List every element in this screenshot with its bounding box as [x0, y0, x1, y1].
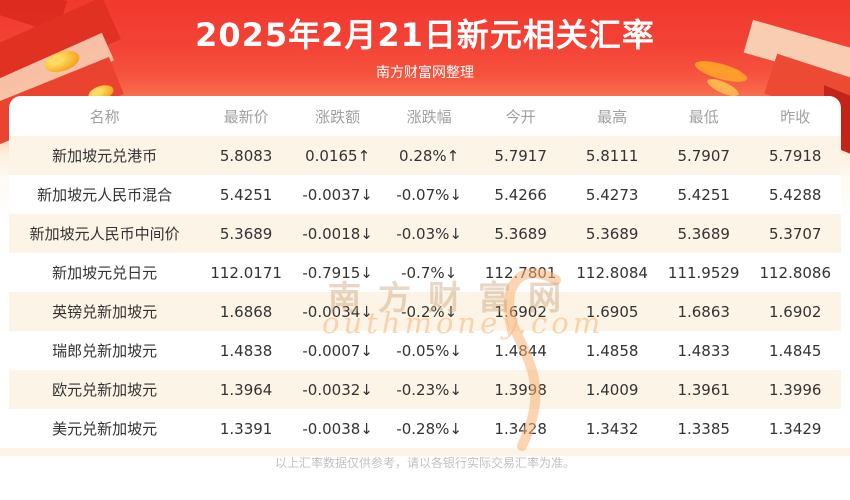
currency-pair-name: 欧元兑新加坡元 — [9, 370, 201, 409]
change-percent: -0.23%↓ — [383, 370, 475, 409]
bottom-stripe-divider — [0, 448, 850, 456]
low-price: 5.4251 — [677, 185, 730, 204]
change-amount: -0.0007↓ — [302, 341, 373, 360]
column-header-6: 最低 — [688, 107, 719, 126]
currency-pair-name: 新加坡元兑日元 — [52, 264, 158, 282]
table-row: 新加坡元人民币中间价 5.3689 -0.0018↓ -0.03%↓ 5.3689 5.3… — [9, 214, 841, 253]
page-title: 2025年2月21日新元相关汇率 — [195, 16, 655, 54]
column-header-2: 涨跌额 — [315, 107, 361, 126]
change-percent: -0.28%↓ — [396, 419, 462, 438]
change-percent: -0.07%↓ — [396, 185, 462, 204]
column-header-0: 名称 — [89, 107, 120, 126]
open-price: 5.3689 — [474, 214, 567, 253]
change-amount: -0.0034↓ — [291, 292, 384, 331]
change-percent: -0.05%↓ — [396, 341, 462, 360]
change-percent: -0.2%↓ — [383, 292, 475, 331]
change-amount: 0.0165↑ — [291, 136, 384, 175]
open-price: 112.7801 — [484, 263, 557, 282]
prev-close: 5.4288 — [768, 185, 822, 204]
open-price: 1.4844 — [494, 341, 547, 360]
page-subtitle: 南方财富网整理 — [376, 65, 474, 81]
low-price: 5.3689 — [657, 214, 750, 253]
high-price: 1.6905 — [566, 292, 658, 331]
change-amount: -0.0037↓ — [302, 185, 373, 204]
currency-pair-name: 美元兑新加坡元 — [52, 420, 158, 438]
last-price: 112.0171 — [210, 263, 282, 282]
last-price: 1.4838 — [219, 341, 273, 360]
table-row: 美元兑新加坡元 1.3391 -0.0038↓ -0.28%↓ 1.3428 1.3432… — [9, 409, 841, 448]
table-row: 新加坡元兑日元 112.0171 -0.7915↓ -0.7%↓ 112.7801 112… — [9, 253, 841, 292]
table-row: 英镑兑新加坡元 1.6868 -0.0034↓ -0.2%↓ 1.6902 1.6905 1… — [9, 292, 841, 331]
change-percent: 0.28%↑ — [383, 136, 475, 175]
open-price: 1.3998 — [474, 370, 567, 409]
column-header-4: 今开 — [505, 107, 536, 126]
low-price: 1.3961 — [657, 370, 750, 409]
disclaimer-text: 以上汇率数据仅供参考，请以各银行实际交易汇率为准。 — [274, 456, 575, 470]
change-amount: -0.0038↓ — [302, 419, 373, 438]
low-price: 5.7907 — [657, 136, 750, 175]
high-price: 5.8111 — [566, 136, 658, 175]
change-amount: -0.0018↓ — [291, 214, 384, 253]
low-price: 1.4833 — [677, 341, 730, 360]
change-percent: -0.7%↓ — [401, 263, 458, 282]
prev-close: 5.7918 — [749, 136, 841, 175]
currency-pair-name: 新加坡元人民币混合 — [37, 186, 173, 204]
high-price: 1.3432 — [585, 419, 639, 438]
currency-pair-name: 新加坡元人民币中间价 — [9, 214, 201, 253]
open-price: 1.6902 — [474, 292, 567, 331]
rates-table: 名称 最新价 涨跌额 涨跌幅 今开 最高 最低 昨收 新加坡元兑港币 5.8083 0.0165↑… — [9, 96, 841, 448]
open-price: 5.4266 — [494, 185, 547, 204]
prev-close: 1.3996 — [749, 370, 841, 409]
change-amount: -0.7915↓ — [302, 263, 373, 282]
low-price: 1.6863 — [657, 292, 750, 331]
column-header-5: 最高 — [597, 107, 628, 126]
open-price: 1.3428 — [494, 419, 547, 438]
prev-close: 1.4845 — [768, 341, 822, 360]
currency-pair-name: 英镑兑新加坡元 — [9, 292, 201, 331]
prev-close: 1.3429 — [768, 419, 822, 438]
high-price: 1.4009 — [566, 370, 658, 409]
prev-close: 5.3707 — [749, 214, 841, 253]
column-header-7: 昨收 — [780, 107, 811, 126]
last-price: 5.8083 — [200, 136, 292, 175]
last-price: 1.6868 — [200, 292, 292, 331]
table-header-row: 名称 最新价 涨跌额 涨跌幅 今开 最高 最低 昨收 — [9, 96, 841, 136]
low-price: 1.3385 — [677, 419, 730, 438]
change-amount: -0.0032↓ — [291, 370, 384, 409]
last-price: 5.4251 — [219, 185, 273, 204]
table-row: 欧元兑新加坡元 1.3964 -0.0032↓ -0.23%↓ 1.3998 1.4009… — [9, 370, 841, 409]
open-price: 5.7917 — [474, 136, 567, 175]
change-percent: -0.03%↓ — [383, 214, 475, 253]
prev-close: 1.6902 — [749, 292, 841, 331]
table-row: 瑞郎兑新加坡元 1.4838 -0.0007↓ -0.05%↓ 1.4844 1.4858… — [9, 331, 841, 370]
prev-close: 112.8086 — [759, 263, 832, 282]
currency-pair-name: 新加坡元兑港币 — [9, 136, 201, 175]
currency-pair-name: 瑞郎兑新加坡元 — [52, 342, 158, 360]
high-price: 1.4858 — [585, 341, 639, 360]
column-header-3: 涨跌幅 — [406, 107, 452, 126]
rates-card: 名称 最新价 涨跌额 涨跌幅 今开 最高 最低 昨收 新加坡元兑港币 5.8083 0.0165↑… — [0, 96, 850, 500]
high-price: 112.8084 — [576, 263, 648, 282]
last-price: 1.3964 — [200, 370, 292, 409]
table-row: 新加坡元人民币混合 5.4251 -0.0037↓ -0.07%↓ 5.4266 5.42… — [9, 175, 841, 214]
table-row: 新加坡元兑港币 5.8083 0.0165↑ 0.28%↑ 5.7917 5.8111 5.… — [9, 136, 841, 175]
last-price: 1.3391 — [219, 419, 273, 438]
high-price: 5.4273 — [585, 185, 639, 204]
last-price: 5.3689 — [200, 214, 292, 253]
column-header-1: 最新价 — [223, 107, 269, 126]
high-price: 5.3689 — [566, 214, 658, 253]
low-price: 111.9529 — [667, 263, 740, 282]
